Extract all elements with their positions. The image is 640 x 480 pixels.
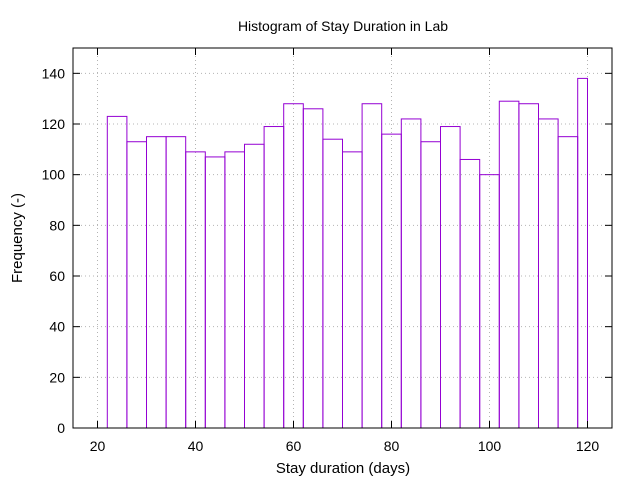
x-tick-label: 60	[286, 438, 302, 454]
y-tick-label: 60	[49, 268, 65, 284]
y-tick-label: 20	[49, 369, 65, 385]
x-tick-label: 20	[90, 438, 106, 454]
y-tick-label: 140	[42, 65, 66, 81]
x-axis-title: Stay duration (days)	[276, 460, 410, 477]
y-tick-label: 40	[49, 319, 65, 335]
axis-tick-labels: 0 20 40 60 80 100 120 140 20 40 60 80 100 120	[42, 65, 600, 454]
y-axis-title: Frequency (-)	[9, 193, 26, 283]
x-tick-label: 120	[576, 438, 600, 454]
axis-ticks	[73, 48, 612, 429]
plot-frame	[72, 47, 613, 429]
x-tick-label: 100	[478, 438, 502, 454]
x-tick-label: 80	[384, 438, 400, 454]
y-tick-label: 120	[42, 116, 66, 132]
chart-title: Histogram of Stay Duration in Lab	[238, 18, 448, 34]
y-tick-label: 0	[57, 420, 65, 436]
y-tick-label: 80	[49, 217, 65, 233]
y-tick-label: 100	[42, 167, 66, 183]
x-tick-label: 40	[188, 438, 204, 454]
